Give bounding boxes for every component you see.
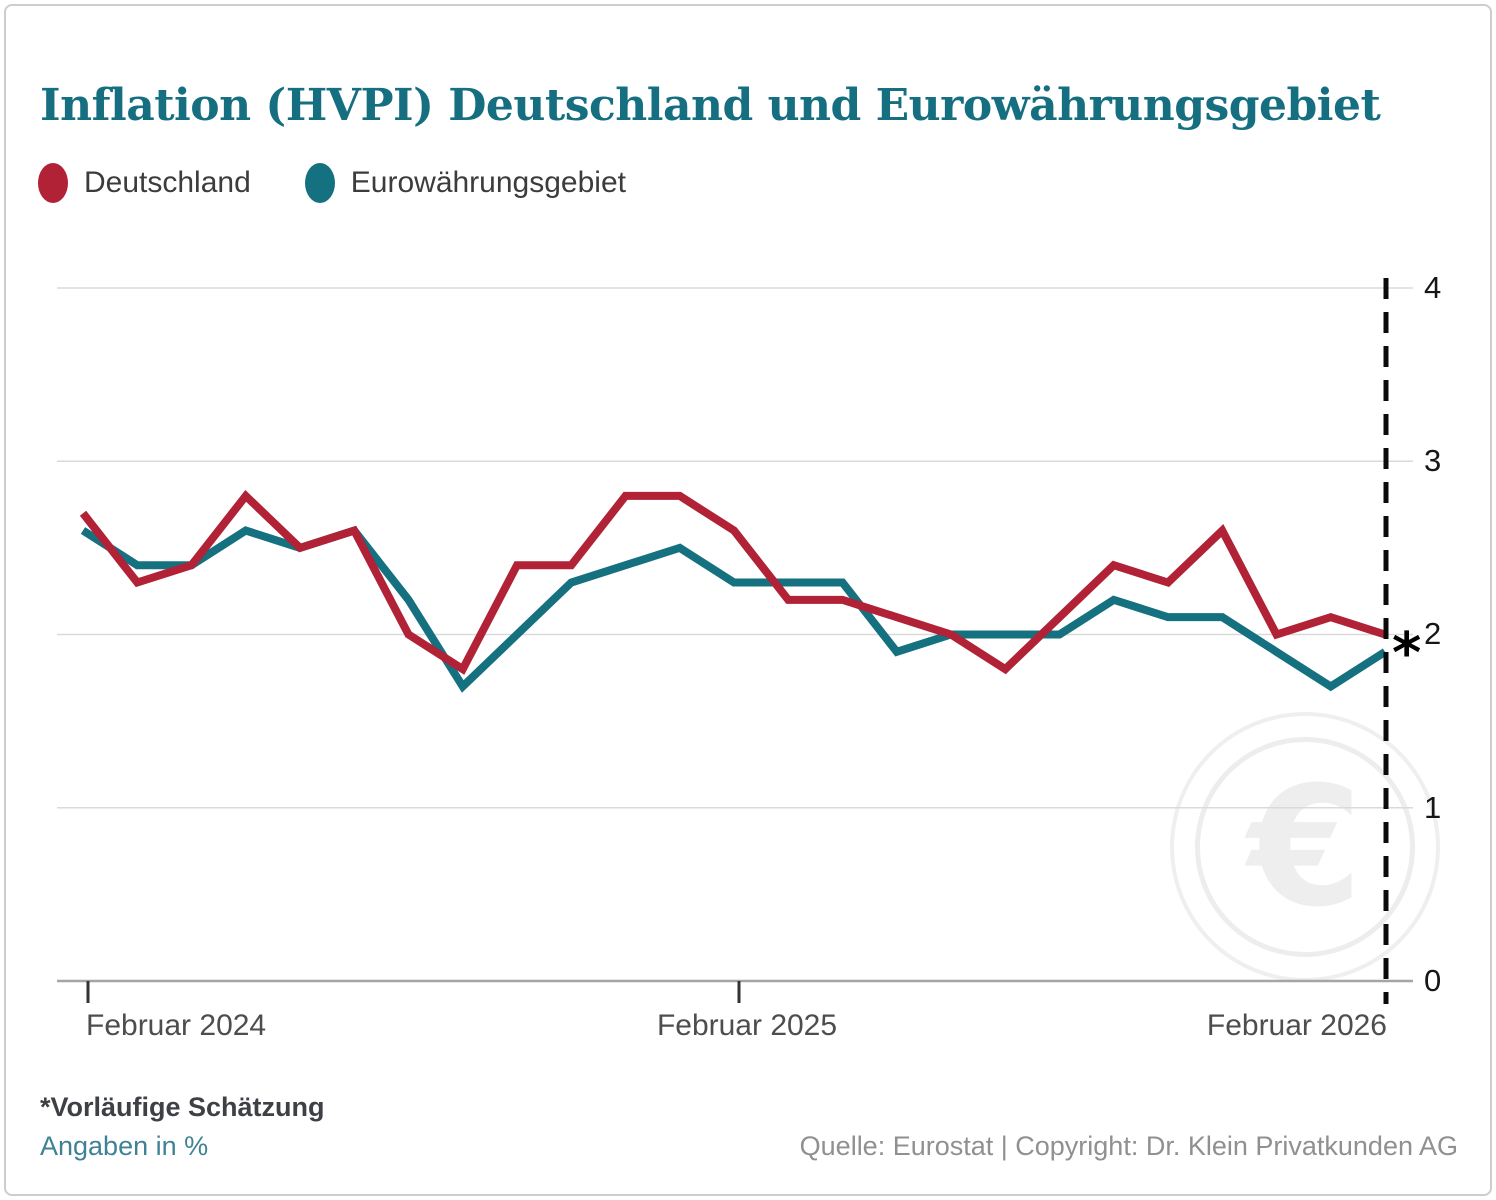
deutschland-color-dot-icon [38, 163, 68, 203]
euro-watermark-inner-ring [1195, 737, 1415, 957]
legend: Deutschland Eurowährungsgebiet [38, 163, 626, 203]
x-axis-label-februar-2024: Februar 2024 [86, 1009, 267, 1042]
y-axis-tick-3: 3 [1424, 443, 1442, 478]
y-axis-tick-1: 1 [1424, 790, 1442, 825]
series-line-deutschland [79, 489, 1387, 675]
y-axis-tick-0: 0 [1424, 963, 1442, 998]
series-line-eurowährungsgebiet [80, 525, 1388, 693]
page-title: Inflation (HVPI) Deutschland und Eurowäh… [40, 80, 1381, 131]
legend-item-eurozone: Eurowährungsgebiet [304, 163, 626, 203]
y-axis-tick-2: 2 [1424, 616, 1442, 651]
y-axis-tick-4: 4 [1424, 270, 1442, 305]
footnote-unit: Angaben in % [40, 1131, 209, 1161]
legend-item-deutschland: Deutschland [38, 163, 251, 203]
eurozone-color-dot-icon [304, 163, 335, 203]
legend-label-eurozone: Eurowährungsgebiet [350, 166, 626, 199]
source-copyright: Quelle: Eurostat | Copyright: Dr. Klein … [799, 1131, 1458, 1161]
euro-icon: € [1247, 751, 1363, 943]
x-axis-label-februar-2026: Februar 2026 [1206, 1009, 1387, 1042]
x-axis-label-februar-2025: Februar 2025 [656, 1009, 838, 1042]
preliminary-estimate-asterisk: * [1392, 621, 1422, 686]
footnote-estimate: *Vorläufige Schätzung [40, 1092, 325, 1122]
legend-label-deutschland: Deutschland [84, 166, 251, 199]
chart-card [4, 4, 1492, 1196]
